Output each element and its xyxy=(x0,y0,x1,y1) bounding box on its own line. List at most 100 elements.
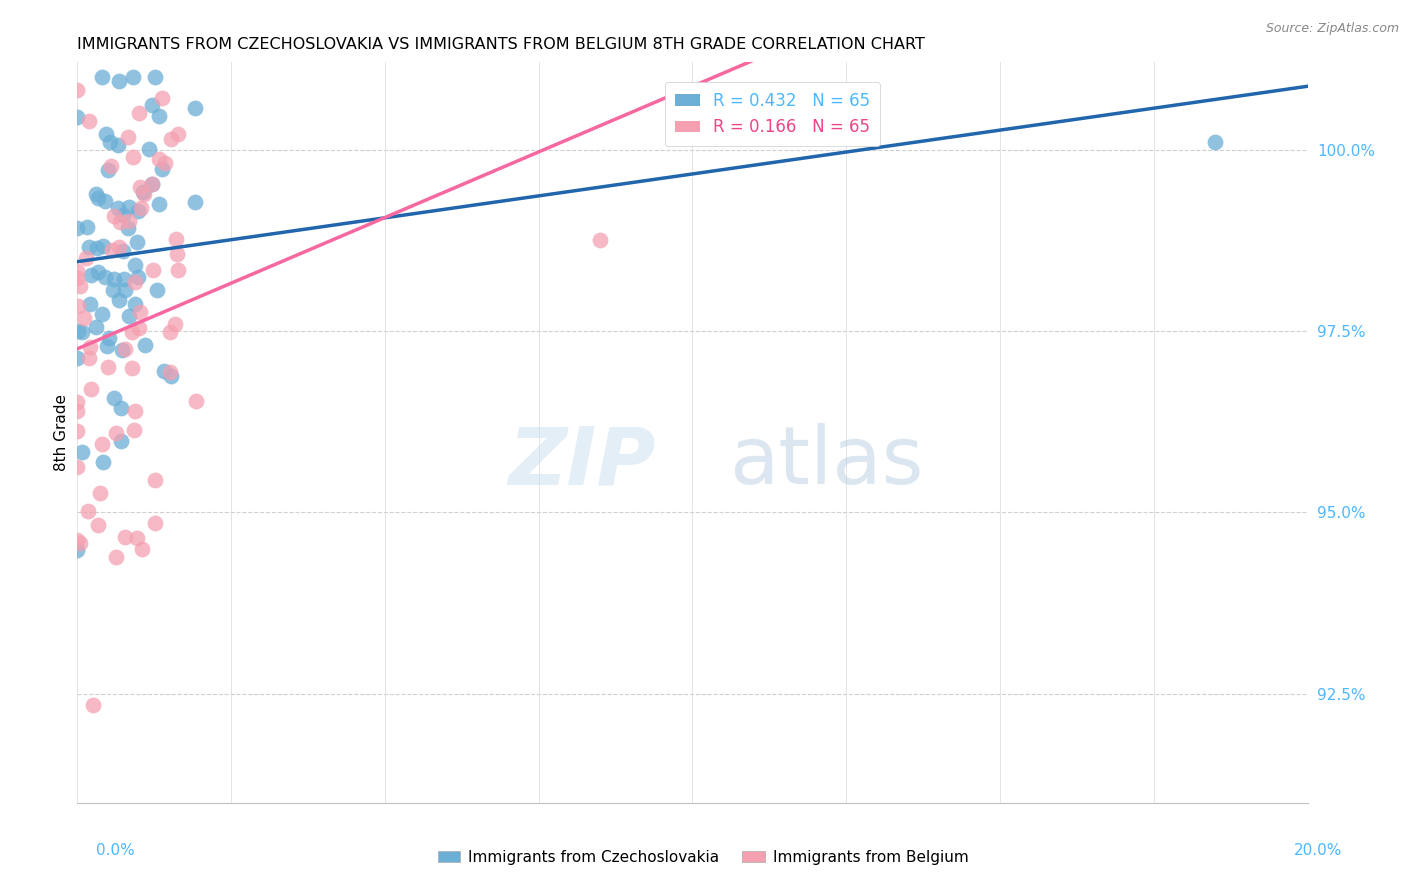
Point xyxy=(67,299,90,313)
Point xyxy=(91,454,114,468)
Point xyxy=(127,204,149,219)
Point xyxy=(66,533,89,547)
Point xyxy=(165,232,187,246)
Point xyxy=(91,238,114,252)
Point xyxy=(153,364,176,378)
Point xyxy=(125,532,148,546)
Point xyxy=(118,309,141,323)
Text: Source: ZipAtlas.com: Source: ZipAtlas.com xyxy=(1265,22,1399,36)
Point xyxy=(91,307,114,321)
Point xyxy=(110,401,132,415)
Point xyxy=(89,486,111,500)
Point xyxy=(79,340,101,354)
Point xyxy=(96,127,118,141)
Point xyxy=(111,343,134,358)
Text: IMMIGRANTS FROM CZECHOSLOVAKIA VS IMMIGRANTS FROM BELGIUM 8TH GRADE CORRELATION : IMMIGRANTS FROM CZECHOSLOVAKIA VS IMMIGR… xyxy=(77,37,925,52)
Point xyxy=(132,185,155,199)
Point xyxy=(87,265,110,279)
Point xyxy=(134,186,156,201)
Point xyxy=(69,279,91,293)
Point xyxy=(76,219,98,234)
Point xyxy=(70,445,93,459)
Point xyxy=(66,110,89,124)
Point xyxy=(117,221,139,235)
Point xyxy=(79,268,101,282)
Point xyxy=(145,283,167,297)
Point xyxy=(148,109,170,123)
Point xyxy=(141,178,163,192)
Point xyxy=(100,136,122,150)
Point xyxy=(101,243,124,257)
Point xyxy=(86,241,108,255)
Point xyxy=(79,297,101,311)
Point xyxy=(66,264,89,278)
Point xyxy=(103,284,125,298)
Point xyxy=(77,114,100,128)
Point xyxy=(143,516,166,530)
Point xyxy=(66,395,89,409)
Text: ZIP: ZIP xyxy=(508,423,655,501)
Text: atlas: atlas xyxy=(730,423,924,501)
Point xyxy=(128,320,150,334)
Point xyxy=(66,404,89,418)
Point xyxy=(66,459,89,474)
Point xyxy=(122,70,145,84)
Point xyxy=(186,393,208,408)
Point xyxy=(128,180,150,194)
Point xyxy=(124,258,146,272)
Point xyxy=(110,215,132,229)
Point xyxy=(129,201,152,215)
Point xyxy=(104,425,127,440)
Point xyxy=(91,70,114,84)
Point xyxy=(142,263,165,277)
Legend: R = 0.432   N = 65, R = 0.166   N = 65: R = 0.432 N = 65, R = 0.166 N = 65 xyxy=(665,82,880,146)
Point xyxy=(112,208,135,222)
Point xyxy=(66,83,89,97)
Point xyxy=(87,518,110,533)
Point xyxy=(80,382,103,396)
Point xyxy=(121,361,143,376)
Point xyxy=(114,343,136,357)
Point xyxy=(148,152,170,166)
Point xyxy=(124,403,146,417)
Point xyxy=(91,437,114,451)
Point xyxy=(82,698,104,712)
Point xyxy=(166,247,188,261)
Point xyxy=(127,269,149,284)
Point xyxy=(124,296,146,310)
Point xyxy=(589,233,612,247)
Point xyxy=(66,424,89,438)
Point xyxy=(103,272,125,286)
Point xyxy=(184,101,207,115)
Point xyxy=(66,542,89,557)
Point xyxy=(112,272,135,286)
Point xyxy=(148,196,170,211)
Point xyxy=(103,209,125,223)
Point xyxy=(184,195,207,210)
Point xyxy=(69,536,91,550)
Point xyxy=(105,549,128,564)
Point xyxy=(97,162,120,177)
Legend: Immigrants from Czechoslovakia, Immigrants from Belgium: Immigrants from Czechoslovakia, Immigran… xyxy=(432,844,974,871)
Point xyxy=(108,74,131,88)
Point xyxy=(125,235,148,249)
Point xyxy=(1204,136,1226,150)
Point xyxy=(110,434,132,449)
Point xyxy=(150,161,173,176)
Point xyxy=(166,128,188,142)
Point xyxy=(167,263,190,277)
Point xyxy=(66,221,89,235)
Point xyxy=(86,191,108,205)
Point xyxy=(138,142,160,156)
Point xyxy=(84,187,107,202)
Point xyxy=(66,324,89,338)
Point xyxy=(98,331,121,345)
Point xyxy=(72,325,94,339)
Point xyxy=(107,138,129,153)
Point xyxy=(153,155,176,169)
Point xyxy=(79,351,101,366)
Text: 20.0%: 20.0% xyxy=(1295,843,1343,858)
Point xyxy=(107,240,129,254)
Point xyxy=(159,368,181,383)
Point xyxy=(73,310,96,325)
